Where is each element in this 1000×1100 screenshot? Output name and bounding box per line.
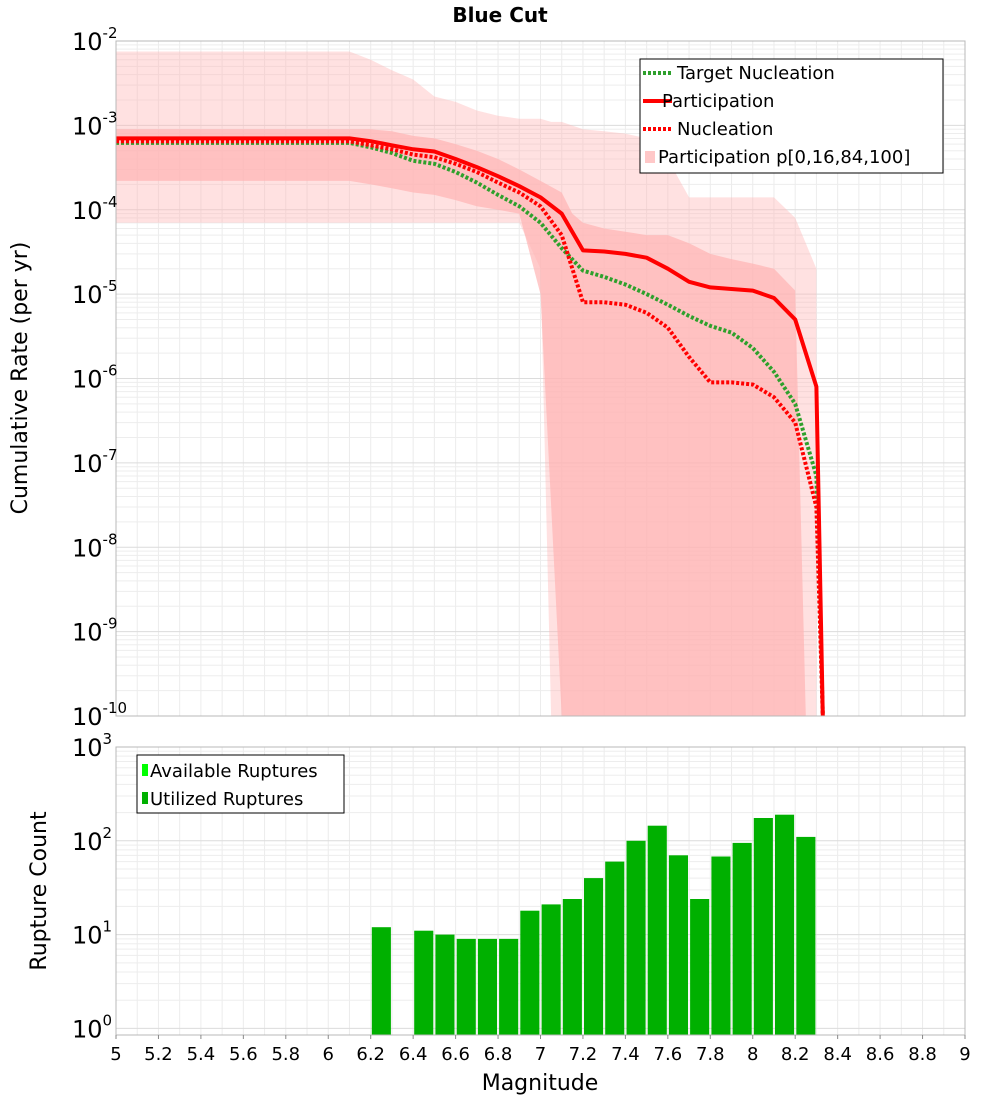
count-plot-xlabel: Magnitude [482,1071,599,1096]
xtick-label: 6.4 [399,1044,428,1065]
count-plot-yticks: 100 101 102 103 [72,730,112,1043]
legend-swatch [142,792,148,804]
ytick-label: 10-5 [72,277,118,309]
bar [520,910,540,1035]
xtick-label: 8.8 [908,1044,937,1065]
xtick-label: 5.4 [187,1044,216,1065]
rate-plot: 10-2 10-3 10-4 10-5 10-6 10-7 10-8 10-9 10-10 Cu… [8,24,966,731]
xtick-label: 8.6 [866,1044,895,1065]
xtick-label: 5 [110,1044,121,1065]
ytick-label: 10-2 [72,24,118,56]
bar [435,934,455,1035]
ytick-label: 10-9 [72,615,118,647]
chart-title: Blue Cut [452,3,548,27]
xtick-label: 7.6 [654,1044,683,1065]
bar [668,855,688,1035]
bar [371,927,391,1035]
legend-swatch [645,151,655,163]
xtick-label: 7.8 [696,1044,725,1065]
ytick-label: 10-4 [72,193,118,225]
legend-label: Target Nucleation [676,63,835,84]
ytick-label: 101 [72,918,112,950]
legend-box [639,58,944,174]
xtick-label: 8.2 [781,1044,810,1065]
rate-plot-legend: Target Nucleation Participation Nucleation… [639,58,944,174]
ytick-label: 10-10 [72,699,127,731]
bar [732,842,752,1035]
count-plot-legend: Available Ruptures Utilized Ruptures [136,754,345,814]
bar [775,814,795,1035]
rate-plot-frame [115,40,966,717]
bar [796,836,816,1035]
bar [711,856,731,1035]
bar [499,938,519,1035]
xtick-label: 6 [323,1044,334,1065]
legend-label: Nucleation [677,119,773,140]
count-plot-ylabel: Rupture Count [27,811,52,971]
bar [477,938,497,1035]
ytick-label: 102 [72,824,112,856]
xtick-label: 6.6 [441,1044,470,1065]
series-line-participation [116,136,825,717]
ytick-label: 10-8 [72,530,118,562]
xtick-label: 5.6 [229,1044,258,1065]
bar [414,930,434,1035]
xtick-label: 7 [535,1044,546,1065]
ytick-label: 10-6 [72,362,118,394]
xtick-label: 5.2 [144,1044,173,1065]
xtick-label: 5.8 [271,1044,300,1065]
ytick-label: 10-7 [72,446,118,478]
legend-label: Participation p[0,16,84,100] [658,147,910,168]
xtick-label: 6.2 [356,1044,385,1065]
xtick-label: 6.8 [484,1044,513,1065]
bar [584,878,604,1035]
bar [626,840,646,1035]
rate-plot-ylabel: Cumulative Rate (per yr) [8,242,33,515]
bar [562,899,582,1035]
bar [456,938,476,1035]
bar [753,818,773,1035]
count-plot-bars [371,814,816,1035]
xtick-label: 8.4 [823,1044,852,1065]
series-line-nucleation [116,139,825,717]
band-inner [116,129,817,716]
rate-plot-lines [116,136,825,717]
xtick-label: 7.4 [611,1044,640,1065]
ytick-label: 100 [72,1011,112,1043]
bar [647,825,667,1035]
legend-swatch [142,764,148,776]
legend-box [136,754,345,814]
legend-label: Available Ruptures [150,761,318,782]
bar [541,904,561,1035]
bar [690,899,710,1035]
legend-label: Utilized Ruptures [150,789,303,810]
legend-label: Participation [662,91,774,112]
xtick-label: 7.2 [569,1044,598,1065]
bar [605,861,625,1035]
count-plot: 100 101 102 103 5 5.2 5.4 5.6 5.8 6 6.2 6.4 6.6 6.8 7… [27,730,971,1096]
count-plot-xticks: 5 5.2 5.4 5.6 5.8 6 6.2 6.4 6.6 6.8 7 7.2 7.4 7.6 7.8 8… [110,1035,971,1065]
xtick-label: 8 [747,1044,758,1065]
xtick-label: 9 [959,1044,970,1065]
ytick-label: 103 [72,730,112,762]
ytick-label: 10-3 [72,108,118,140]
rate-plot-bands [116,51,817,716]
